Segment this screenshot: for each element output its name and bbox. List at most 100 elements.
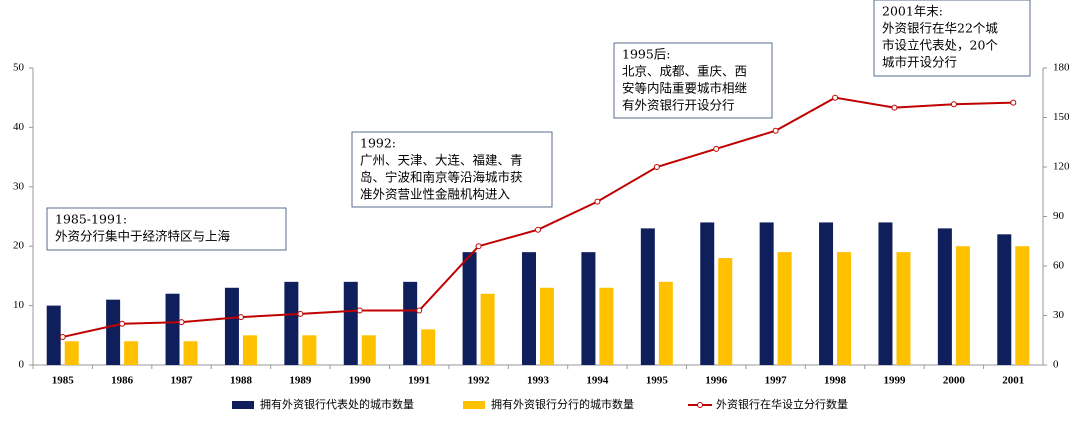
x-tick-label: 1993 bbox=[527, 375, 550, 387]
bar bbox=[777, 252, 792, 365]
legend-point bbox=[697, 402, 703, 408]
x-tick-label: 1996 bbox=[705, 375, 728, 387]
legend-swatch bbox=[232, 401, 254, 409]
bar bbox=[343, 281, 358, 365]
x-tick-label: 2001 bbox=[1002, 375, 1024, 387]
y2-tick-label: 0 bbox=[1053, 359, 1059, 371]
bar bbox=[759, 222, 774, 365]
x-tick-label: 1990 bbox=[349, 375, 372, 387]
bar bbox=[540, 287, 554, 365]
y2-tick-label: 90 bbox=[1053, 210, 1065, 222]
line-point bbox=[594, 198, 601, 205]
bar bbox=[640, 228, 655, 365]
x-tick-label: 1991 bbox=[408, 375, 430, 387]
annotation-box bbox=[46, 207, 287, 251]
x-tick-label: 1999 bbox=[883, 375, 906, 387]
bar bbox=[1015, 246, 1030, 365]
line-point bbox=[119, 320, 126, 327]
annotation-text: 2001年末: bbox=[882, 4, 943, 19]
legend-label: 拥有外资银行分行的城市数量 bbox=[491, 397, 634, 411]
x-tick-label: 2000 bbox=[943, 375, 966, 387]
annotation-text: 1995后: bbox=[622, 47, 671, 62]
bar bbox=[718, 258, 733, 365]
bar bbox=[302, 335, 317, 365]
x-tick-label: 1986 bbox=[111, 375, 134, 387]
bar bbox=[421, 329, 436, 365]
line-point bbox=[237, 314, 244, 321]
x-tick-label: 1985 bbox=[52, 375, 75, 387]
line-point bbox=[416, 307, 423, 314]
annotation-text: 外资银行在华22个城 bbox=[882, 21, 998, 36]
line-point bbox=[356, 307, 363, 314]
annotation-text: 有外资银行开设分行 bbox=[622, 98, 735, 113]
bar bbox=[46, 305, 61, 365]
y-tick-label: 30 bbox=[13, 180, 25, 192]
bar bbox=[819, 222, 834, 365]
line-point bbox=[535, 226, 541, 233]
annotation-text: 1992: bbox=[360, 136, 396, 151]
line-point bbox=[59, 333, 66, 340]
y2-tick-label: 180 bbox=[1053, 62, 1070, 74]
y-tick-label: 10 bbox=[13, 299, 25, 311]
bar bbox=[64, 341, 79, 365]
annotation-text: 广州、天津、大连、福建、青 bbox=[360, 153, 523, 168]
bar bbox=[462, 252, 477, 365]
y2-tick-label: 60 bbox=[1053, 260, 1065, 272]
annotation-box bbox=[873, 0, 1031, 77]
y-tick-label: 40 bbox=[13, 121, 25, 133]
bar bbox=[599, 287, 614, 365]
x-tick-label: 1995 bbox=[646, 375, 669, 387]
annotation-text: 岛、宁波和南京等沿海城市获 bbox=[360, 170, 523, 185]
line-point bbox=[772, 127, 779, 134]
line-point bbox=[475, 243, 482, 250]
bar bbox=[480, 293, 495, 365]
bar bbox=[403, 281, 418, 365]
bar bbox=[997, 234, 1012, 365]
annotation-text: 北京、成都、重庆、西 bbox=[622, 64, 747, 79]
annotation-text: 外资分行集中于经济特区与上海 bbox=[55, 229, 231, 244]
x-tick-label: 1992 bbox=[468, 375, 491, 387]
legend-swatch bbox=[463, 401, 485, 409]
bar bbox=[284, 281, 299, 365]
x-tick-label: 1987 bbox=[171, 375, 194, 387]
annotation-text: 1985-1991: bbox=[55, 212, 127, 227]
bar bbox=[837, 252, 852, 365]
y2-tick-label: 120 bbox=[1053, 161, 1070, 173]
bar bbox=[896, 252, 911, 365]
annotation-text: 城市开设分行 bbox=[882, 55, 957, 70]
x-tick-label: 1988 bbox=[230, 375, 253, 387]
line-point bbox=[297, 310, 304, 317]
bar bbox=[242, 335, 257, 365]
bar bbox=[937, 228, 952, 365]
x-tick-label: 1994 bbox=[586, 375, 609, 387]
line-point bbox=[713, 145, 720, 152]
bar bbox=[522, 252, 536, 365]
line-point bbox=[832, 94, 839, 101]
line-point bbox=[653, 164, 660, 170]
annotation-box bbox=[351, 131, 553, 208]
bar bbox=[165, 293, 180, 365]
bar bbox=[700, 222, 715, 365]
bar bbox=[361, 335, 376, 365]
bar bbox=[658, 281, 673, 365]
x-tick-label: 1989 bbox=[289, 375, 312, 387]
line-point bbox=[1010, 99, 1017, 106]
y2-tick-label: 30 bbox=[1053, 309, 1065, 321]
bar bbox=[183, 341, 198, 365]
annotation-text: 市设立代表处，20个 bbox=[882, 38, 998, 53]
x-tick-label: 1997 bbox=[765, 375, 788, 387]
bar bbox=[581, 252, 596, 365]
y-tick-label: 50 bbox=[13, 62, 25, 74]
bar bbox=[106, 299, 121, 365]
bar bbox=[878, 222, 893, 365]
y-tick-label: 0 bbox=[19, 359, 25, 371]
y-tick-label: 20 bbox=[13, 240, 25, 252]
y2-tick-label: 150 bbox=[1053, 111, 1070, 123]
bar bbox=[124, 341, 139, 365]
annotation-box bbox=[613, 42, 773, 119]
annotation-text: 准外资营业性金融机构进入 bbox=[360, 187, 511, 202]
line-point bbox=[178, 319, 185, 326]
bar bbox=[224, 287, 239, 365]
line-point bbox=[891, 104, 898, 111]
